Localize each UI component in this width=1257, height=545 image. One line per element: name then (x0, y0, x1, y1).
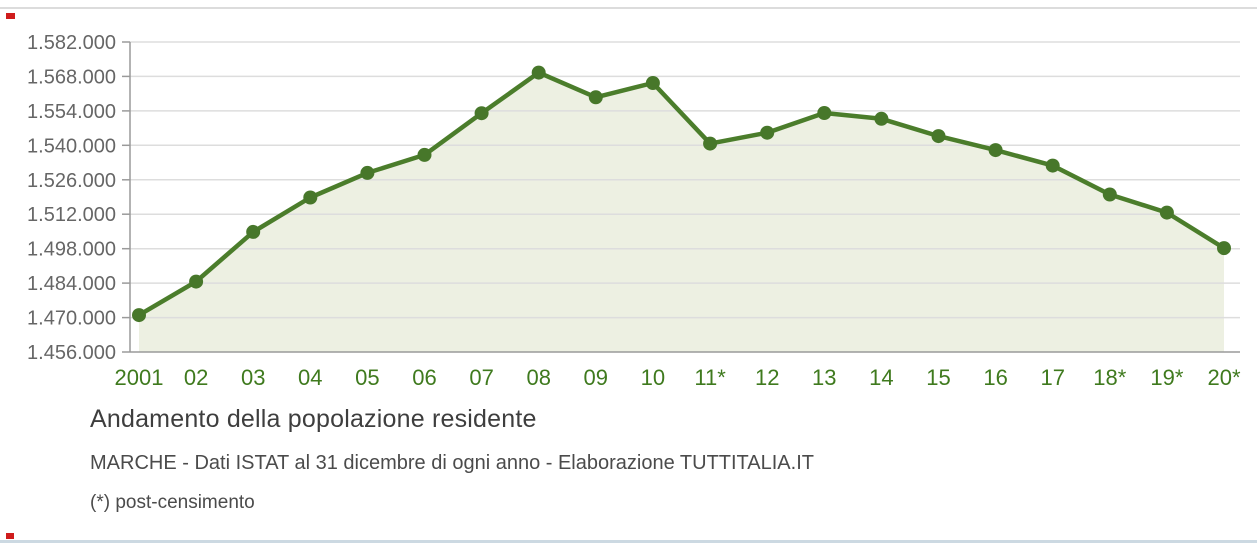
y-tick-label: 1.526.000 (27, 170, 116, 192)
x-tick-label: 18* (1093, 365, 1126, 390)
data-point (703, 136, 718, 151)
y-tick-label: 1.568.000 (27, 66, 116, 88)
x-tick-label: 2001 (115, 365, 164, 390)
chart-footnote: (*) post-censimento (90, 492, 255, 513)
data-point (988, 143, 1003, 158)
y-tick-label: 1.456.000 (27, 342, 116, 364)
y-tick-label: 1.540.000 (27, 135, 116, 157)
y-tick-label: 1.554.000 (27, 101, 116, 123)
chart-title: Andamento della popolazione residente (90, 405, 537, 433)
data-point (817, 106, 832, 120)
y-tick-label: 1.512.000 (27, 204, 116, 226)
data-point (360, 165, 375, 180)
x-tick-label: 14 (869, 365, 893, 390)
data-point (1102, 187, 1117, 202)
x-tick-label: 13 (812, 365, 836, 390)
data-point (760, 125, 775, 140)
y-tick-label: 1.582.000 (27, 32, 116, 54)
data-point (874, 111, 889, 126)
x-axis-labels: 2001 02 03 04 05 06 07 08 09 10 11* 12 13 14 15 16 17 18*… (115, 365, 1241, 390)
x-tick-label: 08 (526, 365, 550, 390)
x-tick-label: 11* (694, 365, 726, 390)
data-point (1159, 205, 1174, 220)
x-tick-label: 10 (641, 365, 665, 390)
trend-line (136, 70, 1227, 318)
data-point (531, 65, 546, 80)
top-divider (0, 7, 1257, 9)
data-point (417, 147, 432, 162)
data-point (132, 308, 146, 323)
x-tick-label: 19* (1150, 365, 1183, 390)
data-point (645, 76, 660, 90)
left-edge-marker-top (6, 13, 15, 19)
data-points (132, 65, 1231, 323)
area-fill (139, 72, 1224, 352)
x-tick-label: 12 (755, 365, 779, 390)
data-point (1217, 241, 1231, 256)
x-tick-label: 03 (241, 365, 265, 390)
x-tick-label: 06 (412, 365, 436, 390)
chart-source-line: MARCHE - Dati ISTAT al 31 dicembre di og… (90, 452, 814, 474)
x-tick-label: 04 (298, 365, 322, 390)
gridlines: 1.456.000 1.470.000 1.484.000 1.498.000 1.51… (27, 32, 1240, 364)
x-tick-label: 07 (469, 365, 493, 390)
bottom-divider (0, 540, 1257, 543)
left-edge-marker-bottom (6, 533, 14, 539)
data-point (1045, 158, 1060, 173)
population-trend-chart: 1.456.000 1.470.000 1.484.000 1.498.000 1.51… (27, 32, 1241, 390)
x-tick-label: 15 (926, 365, 950, 390)
y-tick-label: 1.470.000 (27, 308, 116, 330)
data-point (474, 106, 489, 121)
data-point (189, 274, 204, 289)
data-point (931, 129, 946, 144)
x-tick-label: 09 (584, 365, 608, 390)
y-tick-label: 1.498.000 (27, 239, 116, 261)
x-tick-label: 02 (184, 365, 208, 390)
x-tick-label: 17 (1040, 365, 1064, 390)
x-tick-label: 05 (355, 365, 379, 390)
y-tick-label: 1.484.000 (27, 273, 116, 295)
x-tick-label: 20* (1207, 365, 1240, 390)
data-point (246, 224, 261, 239)
x-tick-label: 16 (983, 365, 1007, 390)
data-point (588, 90, 603, 105)
data-point (303, 190, 318, 205)
